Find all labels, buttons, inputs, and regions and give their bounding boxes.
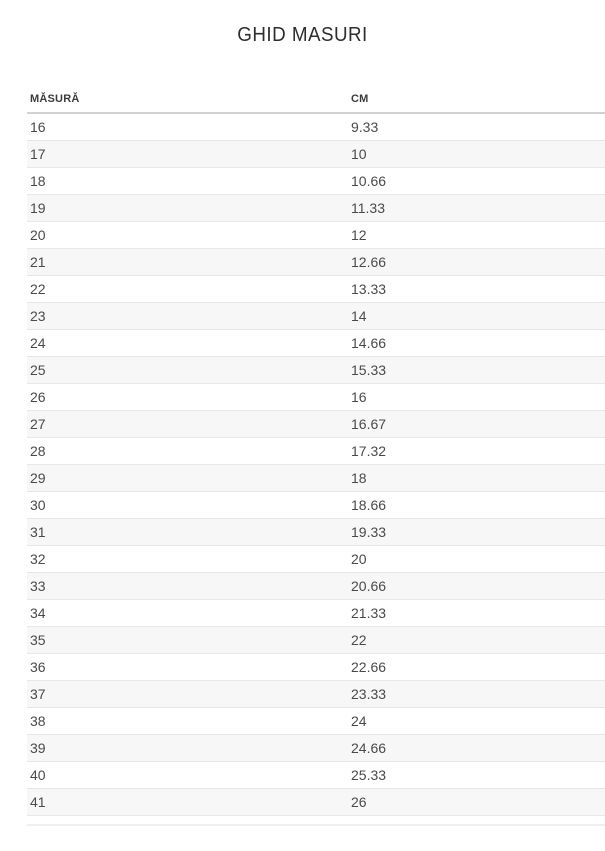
size-cell: 36: [27, 653, 348, 681]
cm-cell: 15.33: [348, 356, 605, 384]
table-row: 36 22.66: [27, 653, 605, 681]
table-row: 20 12: [27, 221, 605, 249]
table-row: 24 14.66: [27, 329, 605, 357]
cm-cell: 25.33: [348, 761, 605, 789]
size-cell: 27: [27, 410, 348, 438]
cm-cell: 10.66: [348, 167, 605, 195]
size-cell: 28: [27, 437, 348, 465]
table-row: 38 24: [27, 707, 605, 735]
table-row: 33 20.66: [27, 572, 605, 600]
table-row: 25 15.33: [27, 356, 605, 384]
table-row: 22 13.33: [27, 275, 605, 303]
table-row: 29 18: [27, 464, 605, 492]
table-row: 35 22: [27, 626, 605, 654]
size-guide-table: MĂSURĂ CM 16 9.33 17 10 18 10.66 19 11.33 20 12 21…: [27, 87, 605, 816]
cm-cell: 23.33: [348, 680, 605, 708]
size-cell: 41: [27, 788, 348, 816]
table-row: 32 20: [27, 545, 605, 573]
table-row: 19 11.33: [27, 194, 605, 222]
table-row: 41 26: [27, 788, 605, 816]
table-row: 34 21.33: [27, 599, 605, 627]
size-cell: 30: [27, 491, 348, 519]
size-cell: 17: [27, 140, 348, 168]
cm-cell: 9.33: [348, 113, 605, 141]
table-row: 30 18.66: [27, 491, 605, 519]
size-cell: 20: [27, 221, 348, 249]
size-cell: 16: [27, 113, 348, 141]
table-row: 27 16.67: [27, 410, 605, 438]
cm-cell: 13.33: [348, 275, 605, 303]
table-row: 28 17.32: [27, 437, 605, 465]
size-table-header: MĂSURĂ CM: [27, 87, 605, 114]
table-row: 16 9.33: [27, 113, 605, 141]
cm-cell: 11.33: [348, 194, 605, 222]
page-title: GHID MASURI: [237, 24, 368, 46]
size-cell: 35: [27, 626, 348, 654]
cm-cell: 21.33: [348, 599, 605, 627]
next-row-sliver: [27, 824, 605, 826]
cm-cell: 24.66: [348, 734, 605, 762]
cm-cell: 16.67: [348, 410, 605, 438]
cm-cell: 19.33: [348, 518, 605, 546]
cm-cell: 18: [348, 464, 605, 492]
cm-cell: 14.66: [348, 329, 605, 357]
column-header-cm: CM: [348, 87, 605, 114]
table-row: 39 24.66: [27, 734, 605, 762]
size-cell: 23: [27, 302, 348, 330]
size-cell: 29: [27, 464, 348, 492]
cm-cell: 14: [348, 302, 605, 330]
cm-cell: 20.66: [348, 572, 605, 600]
size-cell: 38: [27, 707, 348, 735]
column-header-size: MĂSURĂ: [27, 87, 348, 114]
table-row: 18 10.66: [27, 167, 605, 195]
table-row: 23 14: [27, 302, 605, 330]
table-row: 40 25.33: [27, 761, 605, 789]
size-cell: 22: [27, 275, 348, 303]
size-cell: 24: [27, 329, 348, 357]
cm-cell: 12: [348, 221, 605, 249]
size-cell: 33: [27, 572, 348, 600]
cm-cell: 22.66: [348, 653, 605, 681]
size-cell: 39: [27, 734, 348, 762]
cm-cell: 24: [348, 707, 605, 735]
cm-cell: 10: [348, 140, 605, 168]
size-table-body: 16 9.33 17 10 18 10.66 19 11.33 20 12 21 12.66 22 13.…: [27, 113, 605, 816]
cm-cell: 26: [348, 788, 605, 816]
table-row: 17 10: [27, 140, 605, 168]
size-cell: 37: [27, 680, 348, 708]
size-cell: 26: [27, 383, 348, 411]
header-row: MĂSURĂ CM: [27, 87, 605, 114]
table-row: 21 12.66: [27, 248, 605, 276]
size-cell: 31: [27, 518, 348, 546]
cm-cell: 12.66: [348, 248, 605, 276]
table-row: 37 23.33: [27, 680, 605, 708]
cm-cell: 22: [348, 626, 605, 654]
cm-cell: 18.66: [348, 491, 605, 519]
table-row: 26 16: [27, 383, 605, 411]
cm-cell: 20: [348, 545, 605, 573]
size-cell: 34: [27, 599, 348, 627]
size-cell: 19: [27, 194, 348, 222]
size-cell: 21: [27, 248, 348, 276]
cm-cell: 17.32: [348, 437, 605, 465]
size-cell: 40: [27, 761, 348, 789]
size-cell: 25: [27, 356, 348, 384]
size-cell: 32: [27, 545, 348, 573]
cm-cell: 16: [348, 383, 605, 411]
size-cell: 18: [27, 167, 348, 195]
table-row: 31 19.33: [27, 518, 605, 546]
